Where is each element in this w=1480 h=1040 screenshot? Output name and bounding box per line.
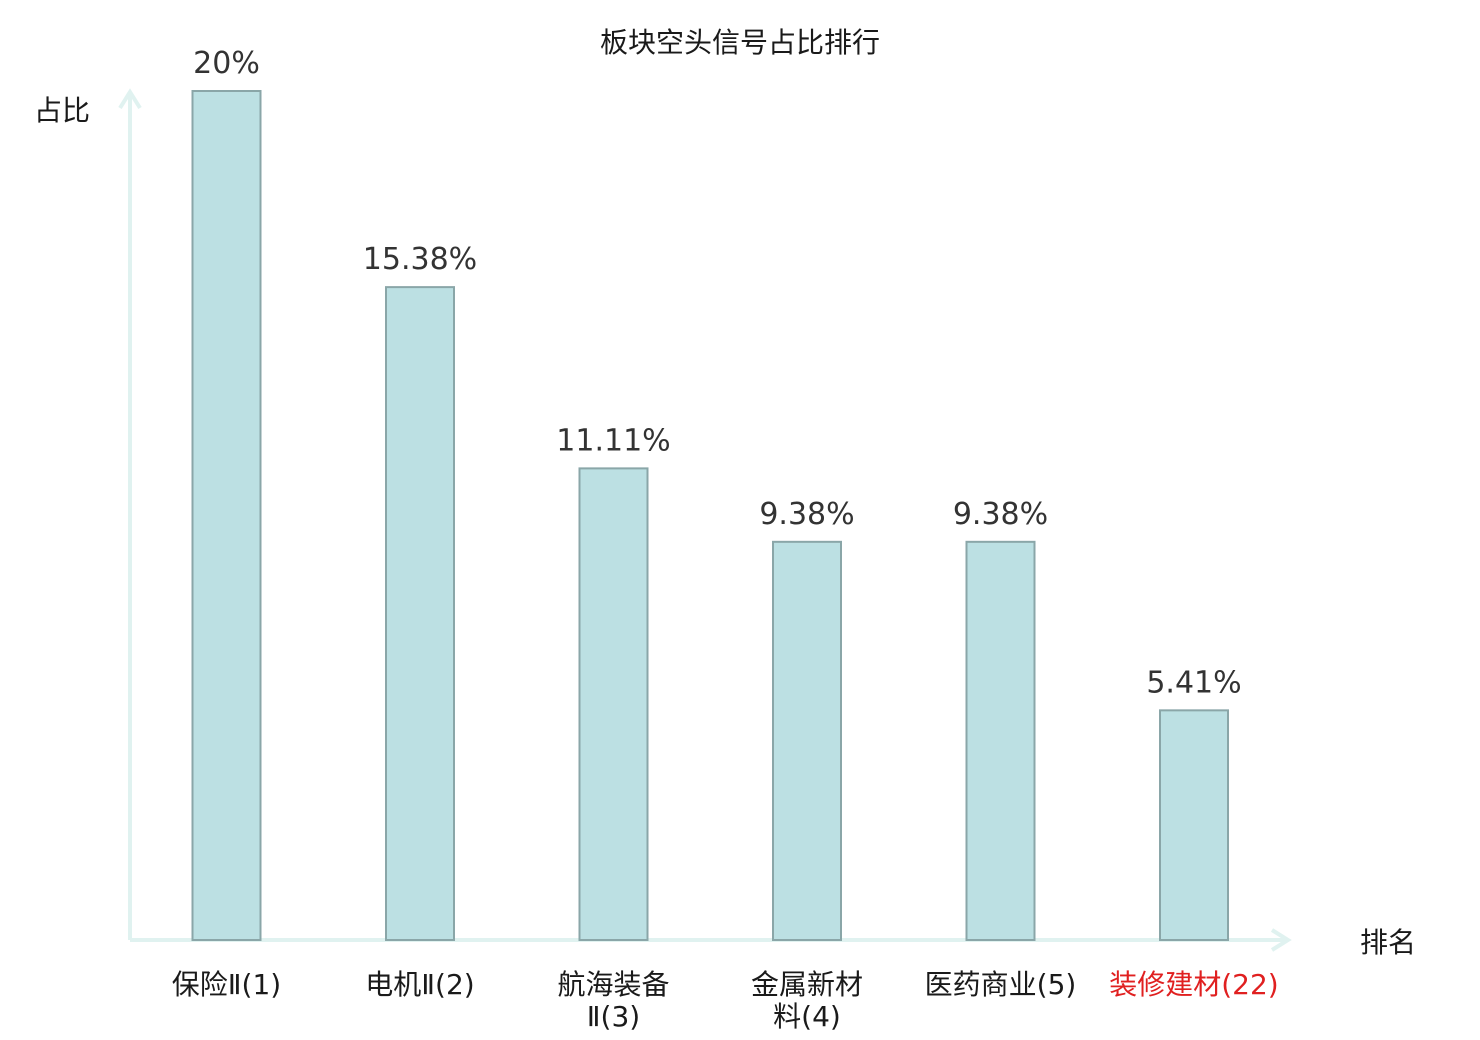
axes [118,88,1292,952]
category-label-line: 金属新材 [751,968,863,1001]
value-label-2: 15.38% [363,242,477,277]
category-label-line: 航海装备 [557,968,669,1001]
value-label-3: 11.11% [556,423,670,458]
value-label-group: 20% 15.38% 11.11% 9.38% 9.38% 5.41% [193,46,1242,700]
category-label-3: 航海装备 Ⅱ(3) [557,968,669,1033]
category-label-5: 医药商业(5) [925,968,1077,1001]
category-label-1: 保险Ⅱ(1) [172,968,281,1001]
y-axis-arrow [118,88,142,110]
category-label-2: 电机Ⅱ(2) [365,968,474,1001]
value-label-1: 20% [193,46,260,81]
category-label-4: 金属新材料(4) [751,968,863,1033]
value-label-5: 9.38% [953,497,1048,532]
bar-4 [772,540,842,941]
value-label-6: 5.41% [1146,665,1241,700]
category-label-line: 装修建材(22) [1109,968,1278,1001]
category-label-6: 装修建材(22) [1109,968,1278,1001]
chart-title: 板块空头信号占比排行 [600,26,880,59]
y-axis-label: 占比 [34,94,90,127]
bar-3 [578,467,649,941]
category-label-line: Ⅱ(3) [587,1000,640,1033]
bar-2 [385,286,455,941]
x-axis-label: 排名 [1360,926,1416,959]
bar-1 [191,90,262,941]
category-label-line: 保险Ⅱ(1) [172,968,281,1001]
bar-group [191,90,1229,942]
bar-5 [965,540,1036,941]
bar-6 [1159,709,1229,942]
category-label-line: 医药商业(5) [925,968,1077,1001]
category-label-group: 保险Ⅱ(1) 电机Ⅱ(2) 航海装备 Ⅱ(3) 金属新材料(4) 医药商业(5) 装修建材(… [172,968,1279,1033]
x-axis-arrow [1270,928,1292,952]
category-label-line: 料(4) [773,1000,841,1033]
value-label-4: 9.38% [759,497,854,532]
category-label-line: 电机Ⅱ(2) [365,968,474,1001]
